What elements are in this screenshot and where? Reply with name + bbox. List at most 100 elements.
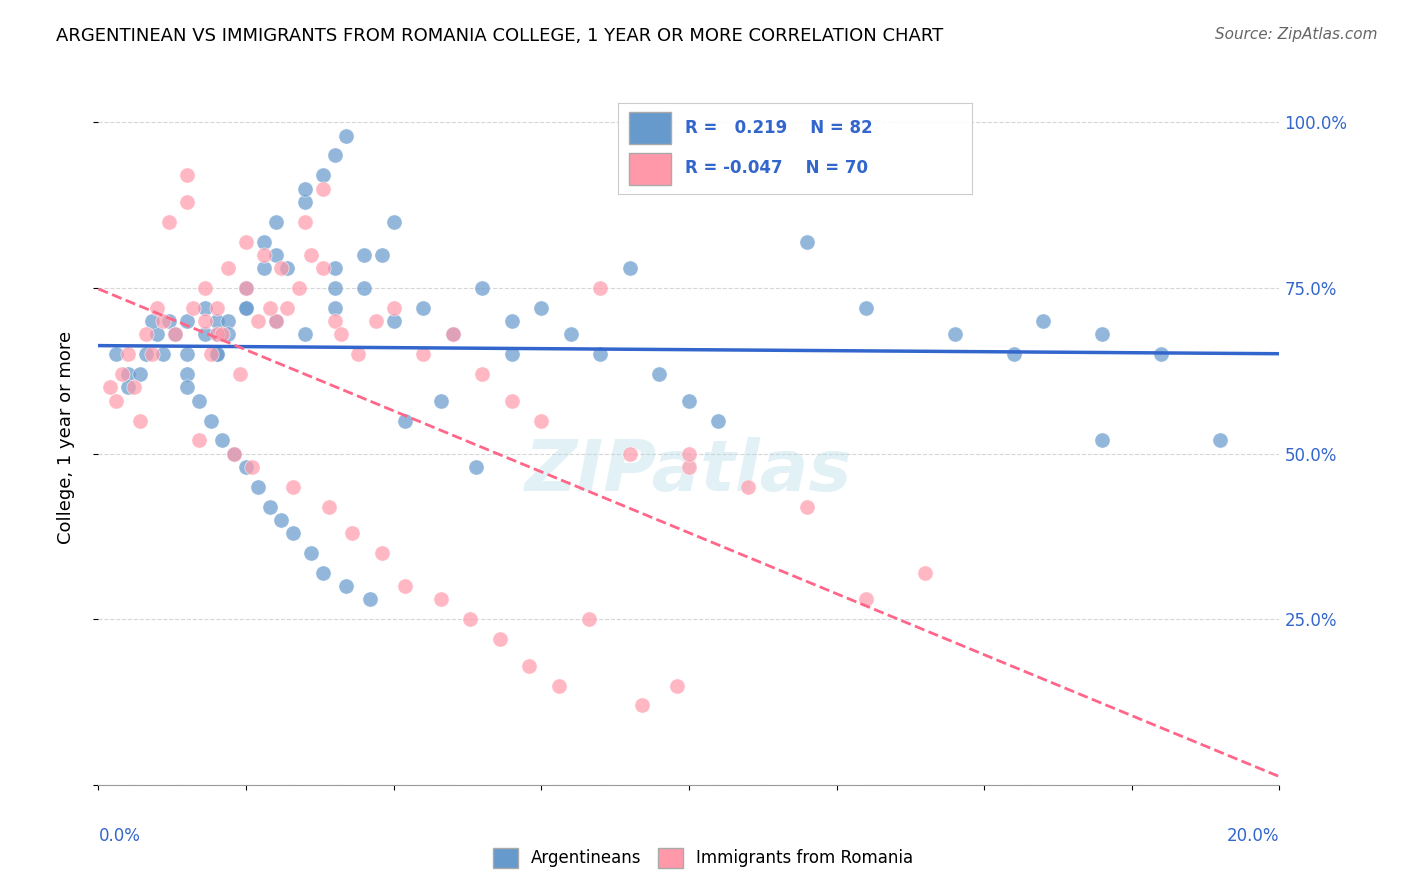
Point [294,327,316,342]
Point [855,592,877,607]
Point [353,281,375,295]
Point [128,367,150,381]
Point [264,215,287,229]
Point [135,327,157,342]
Point [943,327,966,342]
Point [796,500,818,514]
Point [299,546,322,560]
Text: R =   0.219    N = 82: R = 0.219 N = 82 [685,119,873,136]
Point [359,592,381,607]
Point [276,261,298,276]
Point [1091,327,1114,342]
Point [246,314,269,328]
Point [105,347,128,361]
Point [253,261,276,276]
Point [283,526,305,541]
Text: Source: ZipAtlas.com: Source: ZipAtlas.com [1215,27,1378,42]
Point [283,480,305,494]
Point [235,235,257,249]
Point [122,380,145,394]
Point [253,248,276,262]
Point [152,314,174,328]
Point [264,248,287,262]
Point [619,261,641,276]
Point [176,314,198,328]
Point [323,281,346,295]
Point [382,301,405,315]
Text: 0.0%: 0.0% [98,827,141,845]
Point [412,347,434,361]
Point [648,367,671,381]
Point [347,347,370,361]
Point [200,347,222,361]
Point [194,301,217,315]
Point [205,347,228,361]
Point [128,413,150,427]
Point [471,281,494,295]
Point [111,367,134,381]
Point [394,579,416,593]
Point [312,169,335,183]
Point [165,327,187,342]
Point [176,169,198,183]
Point [146,327,169,342]
Point [1209,434,1232,448]
Point [371,248,394,262]
Point [460,612,482,626]
Text: R = -0.047    N = 70: R = -0.047 N = 70 [685,160,869,178]
Point [294,194,316,209]
Point [235,301,257,315]
Point [194,314,217,328]
Point [270,261,292,276]
Point [335,128,357,143]
Point [707,413,730,427]
Point [288,281,311,295]
Point [135,347,157,361]
Point [259,500,281,514]
Point [176,194,198,209]
Point [619,447,641,461]
Point [141,314,163,328]
Point [98,380,121,394]
Point [589,347,612,361]
Point [501,393,523,408]
Point [205,314,228,328]
Point [246,480,269,494]
Point [914,566,936,580]
Point [211,327,233,342]
Point [312,181,335,195]
Point [342,526,364,541]
Text: ARGENTINEAN VS IMMIGRANTS FROM ROMANIA COLLEGE, 1 YEAR OR MORE CORRELATION CHART: ARGENTINEAN VS IMMIGRANTS FROM ROMANIA C… [56,27,943,45]
Point [235,301,257,315]
Point [264,314,287,328]
Point [294,181,316,195]
Point [270,513,292,527]
Point [165,327,187,342]
Point [530,413,553,427]
Point [678,447,700,461]
Point [235,281,257,295]
Point [146,301,169,315]
Point [205,327,228,342]
Point [205,301,228,315]
Point [194,327,217,342]
Point [430,592,453,607]
Point [217,327,239,342]
Point [276,301,298,315]
Point [176,380,198,394]
Point [371,546,394,560]
Point [1091,434,1114,448]
Point [578,612,600,626]
Point [737,480,759,494]
Text: 20.0%: 20.0% [1227,827,1279,845]
Point [678,459,700,474]
Point [205,347,228,361]
Point [200,413,222,427]
Point [205,327,228,342]
Point [176,367,198,381]
Point [501,314,523,328]
Point [240,459,263,474]
Point [441,327,464,342]
Point [441,327,464,342]
Point [855,301,877,315]
